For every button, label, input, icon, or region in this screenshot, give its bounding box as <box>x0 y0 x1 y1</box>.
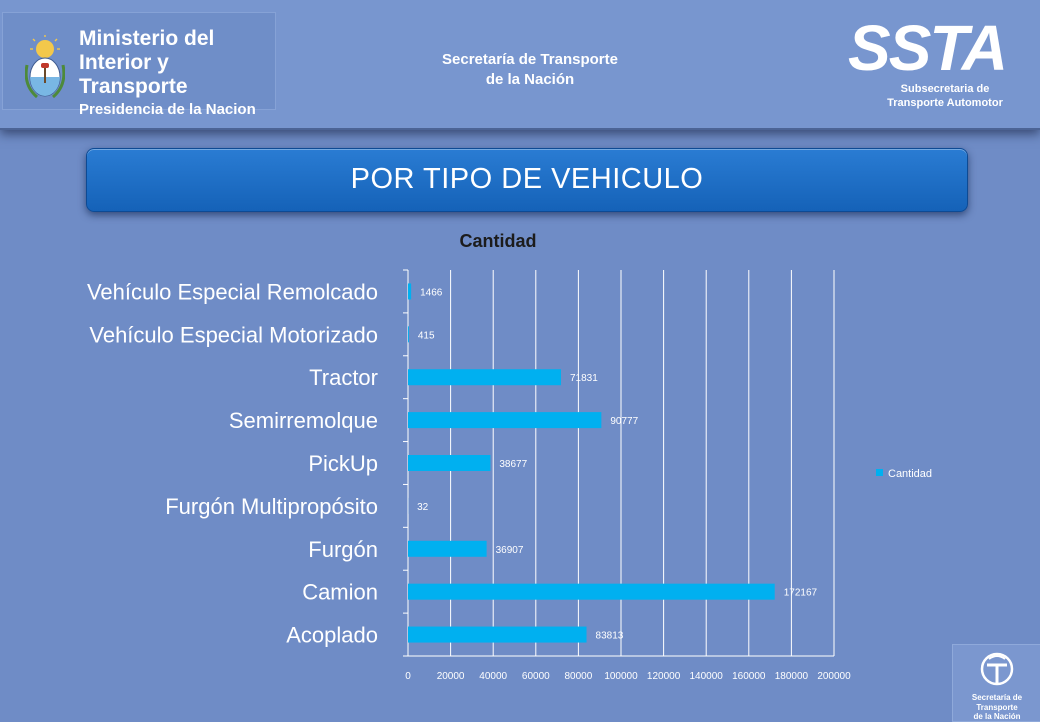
x-tick-label-10: 200000 <box>817 671 851 682</box>
x-tick-label-7: 140000 <box>690 671 724 682</box>
x-tick-label-9: 180000 <box>775 671 809 682</box>
legend-label: Cantidad <box>888 468 932 480</box>
data-label-1: 415 <box>418 330 435 341</box>
data-label-5: 32 <box>417 502 429 513</box>
bar-1 <box>408 326 409 342</box>
data-label-3: 90777 <box>610 416 638 427</box>
category-label-8: Acoplado <box>286 623 378 648</box>
x-tick-label-3: 60000 <box>522 671 550 682</box>
category-label-6: Furgón <box>308 537 378 562</box>
corner-line-1: Secretaría de Transporte <box>953 693 1040 712</box>
x-tick-label-1: 20000 <box>437 671 465 682</box>
bar-0 <box>408 283 411 299</box>
x-tick-label-4: 80000 <box>564 671 592 682</box>
chart-legend: Cantidad <box>876 468 932 480</box>
bar-2 <box>408 369 561 385</box>
secretaria-corner-logo: Secretaría de Transporte de la Nación <box>952 644 1040 722</box>
bar-8 <box>408 627 587 643</box>
legend-swatch <box>876 469 883 476</box>
x-tick-labels: 0 20000 40000 60000 80000 100000 120000 140000 1… <box>405 671 851 682</box>
data-label-4: 38677 <box>499 459 527 470</box>
data-label-8: 83813 <box>596 631 624 642</box>
x-tick-label-8: 160000 <box>732 671 766 682</box>
category-label-7: Camion <box>302 580 378 605</box>
category-label-0: Vehículo Especial Remolcado <box>87 279 378 304</box>
x-tick-label-5: 100000 <box>604 671 638 682</box>
data-label-7: 172167 <box>784 588 818 599</box>
category-label-3: Semirremolque <box>229 408 378 433</box>
bar-4 <box>408 455 490 471</box>
data-label-0: 1466 <box>420 287 443 298</box>
x-tick-label-2: 40000 <box>479 671 507 682</box>
category-label-5: Furgón Multipropósito <box>165 494 378 519</box>
corner-line-2: de la Nación <box>953 712 1040 722</box>
bar-7 <box>408 584 775 600</box>
bar-6 <box>408 541 487 557</box>
category-label-2: Tractor <box>309 365 378 390</box>
category-label-1: Vehículo Especial Motorizado <box>89 322 378 347</box>
x-tick-label-0: 0 <box>405 671 411 682</box>
chart-bars <box>408 283 775 642</box>
data-label-2: 71831 <box>570 373 598 384</box>
x-tick-label-6: 120000 <box>647 671 681 682</box>
transport-emblem-icon <box>953 645 1040 693</box>
chart-title: Cantidad <box>459 231 536 251</box>
category-labels: Vehículo Especial Remolcado Vehículo Espe… <box>87 279 378 647</box>
data-label-6: 36907 <box>496 545 524 556</box>
bar-3 <box>408 412 601 428</box>
corner-logo-text: Secretaría de Transporte de la Nación <box>953 693 1040 722</box>
category-label-4: PickUp <box>308 451 378 476</box>
